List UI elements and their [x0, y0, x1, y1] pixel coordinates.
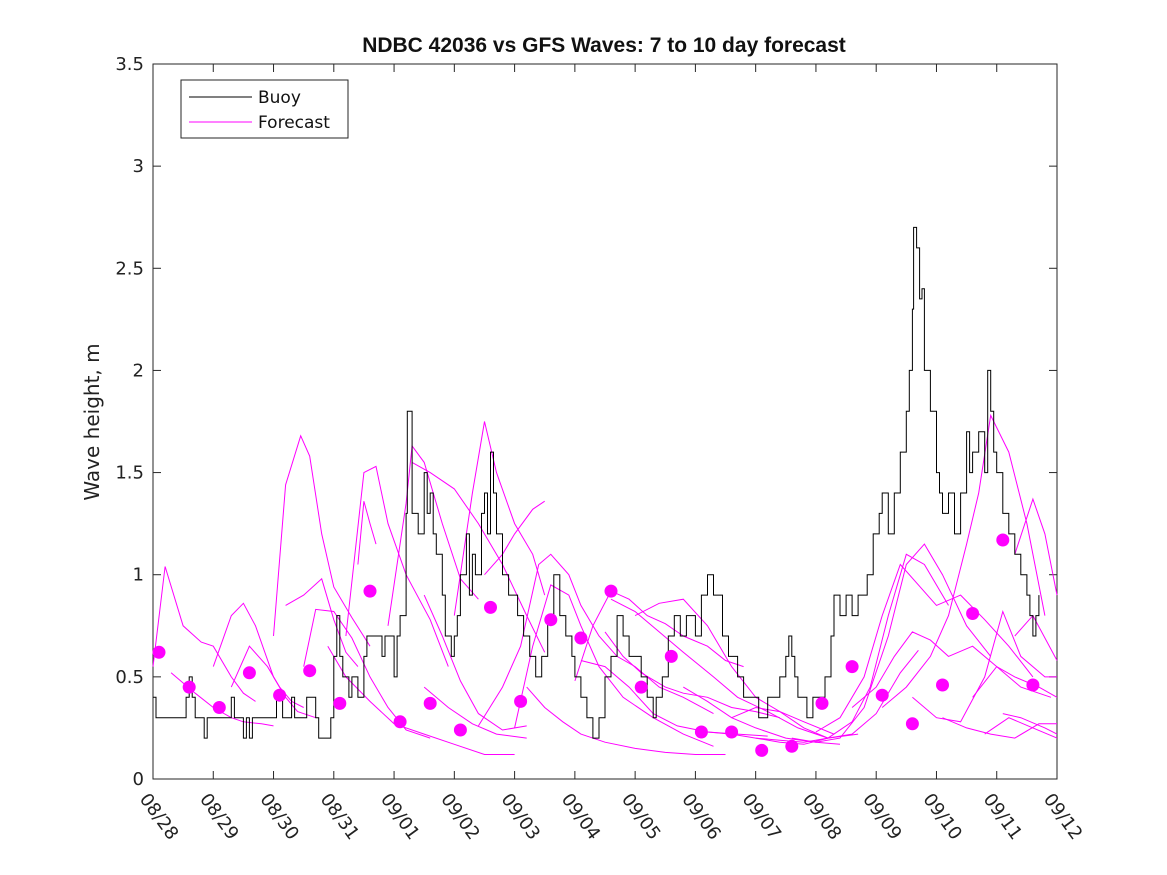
x-tick-label: 09/01	[376, 790, 423, 844]
forecast-marker	[966, 607, 980, 620]
x-tick-label: 09/07	[738, 790, 785, 844]
forecast-marker	[664, 649, 678, 663]
y-tick-label: 2	[133, 360, 144, 381]
forecast-run-line	[942, 717, 1057, 739]
forecast-run-line	[152, 566, 256, 702]
forecast-run-line	[604, 631, 780, 719]
x-tick-label: 09/09	[858, 790, 905, 844]
forecast-run-line	[477, 553, 714, 727]
forecast-marker	[694, 725, 708, 739]
forecast-run-line	[574, 590, 744, 682]
forecast-run-line	[357, 501, 377, 565]
forecast-marker	[182, 680, 196, 694]
y-tick-label: 1	[133, 565, 144, 586]
forecast-marker	[453, 723, 467, 737]
forecast-run-line	[610, 598, 829, 739]
forecast-marker	[634, 680, 648, 694]
forecast-run-line	[984, 717, 1058, 739]
x-tick-label: 09/04	[557, 790, 604, 844]
forecast-marker	[604, 584, 618, 598]
forecast-marker	[393, 715, 407, 729]
plot-area	[152, 63, 1058, 780]
forecast-marker	[875, 688, 889, 702]
x-tick-label: 09/03	[497, 790, 544, 844]
forecast-marker	[484, 600, 497, 614]
y-tick-label: 1.5	[115, 463, 144, 484]
y-tick-label: 0.5	[115, 667, 144, 688]
y-tick-label: 3.5	[115, 54, 144, 75]
forecast-run-line	[230, 645, 304, 708]
y-tick-label: 3	[133, 156, 144, 177]
y-axis-label: Wave height, m	[80, 343, 104, 500]
forecast-lines	[152, 413, 1058, 755]
x-tick-label: 08/29	[195, 790, 242, 844]
forecast-run-line	[881, 413, 1046, 708]
forecast-run-line	[514, 584, 714, 747]
x-tick-label: 09/12	[1039, 790, 1086, 844]
forecast-run-line	[1014, 497, 1058, 596]
forecast-marker	[242, 666, 256, 680]
legend-buoy-label: Buoy	[258, 88, 301, 108]
forecast-marker	[333, 696, 347, 710]
forecast-marker	[544, 613, 558, 627]
forecast-run-line	[791, 543, 992, 743]
forecast-run-line	[327, 645, 515, 755]
forecast-marker	[815, 696, 829, 710]
chart-title: NDBC 42036 vs GFS Waves: 7 to 10 day for…	[362, 34, 846, 57]
forecast-run-line	[815, 563, 1034, 733]
forecast-run-line	[1002, 713, 1058, 735]
legend: Buoy Forecast	[180, 79, 349, 139]
x-tick-label: 09/06	[677, 790, 724, 844]
forecast-marker	[212, 701, 226, 714]
forecast-marker	[785, 739, 799, 753]
legend-forecast-label: Forecast	[258, 113, 330, 133]
forecast-marker	[423, 696, 437, 710]
forecast-run-line	[912, 609, 1057, 723]
forecast-marker	[514, 694, 528, 708]
x-tick-label: 09/05	[617, 790, 664, 844]
y-tick-label: 0	[133, 769, 144, 790]
forecast-marker	[755, 743, 769, 757]
x-tick-label: 09/10	[918, 790, 965, 844]
forecast-marker	[363, 584, 377, 598]
forecast-run-line	[423, 686, 527, 739]
forecast-run-line	[212, 602, 316, 719]
forecast-marker	[905, 717, 919, 731]
forecast-marker	[1026, 678, 1040, 692]
forecast-marker	[273, 688, 287, 702]
forecast-run-line	[411, 461, 546, 653]
forecast-run-line	[851, 631, 1052, 708]
forecast-run-line	[484, 500, 545, 576]
forecast-marker	[303, 664, 317, 678]
forecast-run-line	[285, 577, 359, 667]
x-tick-label: 09/02	[436, 790, 483, 844]
forecast-marker	[996, 533, 1010, 547]
forecast-marker	[845, 660, 859, 674]
forecast-marker	[152, 645, 166, 659]
forecast-run-line	[345, 465, 449, 667]
x-tick-label: 09/11	[979, 790, 1026, 844]
x-tick-label: 08/31	[316, 790, 363, 844]
forecast-run-line	[423, 594, 527, 731]
buoy-line-group	[153, 226, 1040, 739]
forecast-run-line	[972, 665, 1058, 698]
forecast-markers	[152, 533, 1040, 757]
forecast-run-line	[526, 686, 726, 755]
x-tick-label: 08/30	[255, 790, 302, 844]
forecast-marker	[574, 631, 588, 645]
forecast-marker	[936, 678, 949, 692]
legend-box	[180, 79, 349, 139]
x-tick-label: 09/08	[798, 790, 845, 844]
buoy-series-line	[153, 226, 1040, 739]
x-tick-label: 08/28	[135, 790, 182, 844]
y-tick-label: 2.5	[115, 258, 144, 279]
forecast-run-line	[453, 421, 546, 616]
forecast-marker	[725, 725, 739, 739]
forecast-run-line	[634, 598, 835, 735]
